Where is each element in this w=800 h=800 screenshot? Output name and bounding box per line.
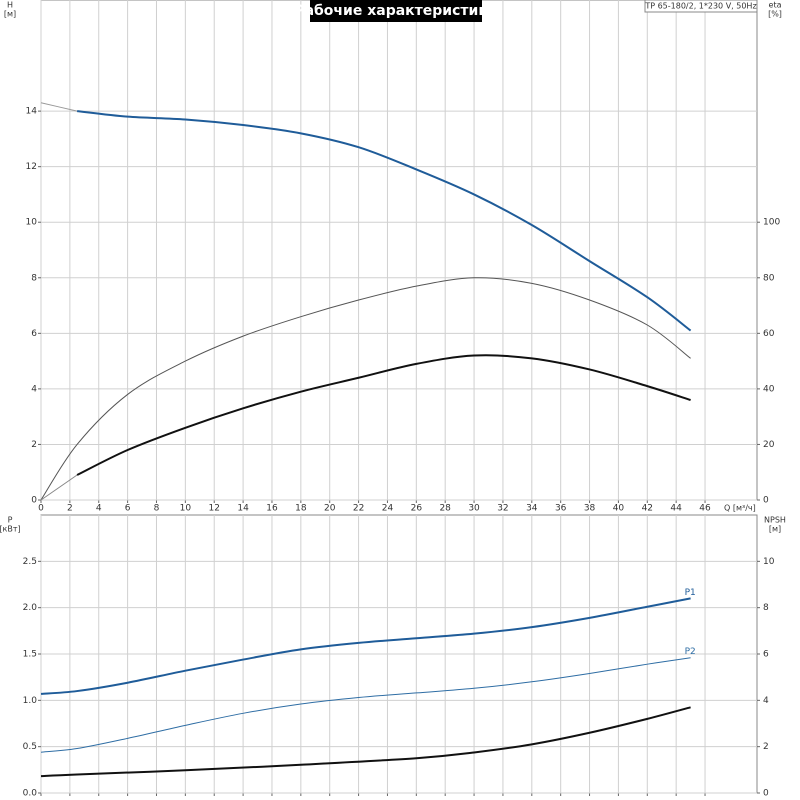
x-tick-label: 34 bbox=[526, 504, 538, 514]
x-tick-label: 42 bbox=[642, 504, 653, 514]
subtitle-box bbox=[644, 0, 758, 13]
y2-tick-label: 60 bbox=[763, 329, 775, 339]
x-tick-label: 32 bbox=[497, 504, 508, 514]
y2-tick-label: 80 bbox=[763, 273, 775, 283]
curve bbox=[40, 474, 78, 501]
y-tick-label: 2.5 bbox=[23, 557, 37, 567]
y-tick-label: 2.0 bbox=[23, 603, 38, 613]
curve bbox=[76, 110, 692, 332]
y2-tick-label: 4 bbox=[763, 696, 769, 706]
x-tick-label: 4 bbox=[96, 504, 102, 514]
y2-tick-label: 8 bbox=[763, 603, 769, 613]
x-tick-label: 8 bbox=[154, 504, 160, 514]
x-tick-label: 46 bbox=[699, 504, 711, 514]
chart-title: Рабочие характеристики bbox=[294, 3, 497, 19]
y2-axis-unit: [%] bbox=[768, 10, 782, 19]
y-axis-unit: [м] bbox=[4, 10, 16, 19]
y2-axis-label: eta bbox=[769, 1, 782, 10]
curve bbox=[40, 597, 691, 695]
x-tick-label: 38 bbox=[584, 504, 596, 514]
chart-subtitle: TP 65-180/2, 1*230 V, 50Hz bbox=[644, 2, 756, 11]
curve bbox=[40, 102, 78, 112]
y-tick-label: 14 bbox=[26, 107, 38, 117]
title-box bbox=[310, 0, 482, 22]
curve-label: P1 bbox=[685, 588, 696, 598]
y-tick-label: 0.0 bbox=[23, 789, 38, 799]
x-tick-label: 10 bbox=[180, 504, 192, 514]
y-tick-label: 2 bbox=[31, 440, 37, 450]
x-tick-label: 40 bbox=[613, 504, 625, 514]
curve bbox=[40, 657, 691, 753]
x-tick-label: 12 bbox=[208, 504, 219, 514]
x-tick-label: 44 bbox=[670, 504, 682, 514]
x-axis-label: Q [м³/ч] bbox=[724, 504, 756, 513]
y2-axis-label: NPSH bbox=[764, 516, 786, 525]
curve-label: P2 bbox=[685, 647, 696, 657]
y2-tick-label: 100 bbox=[763, 218, 780, 228]
grid-layer bbox=[38, 0, 760, 796]
x-tick-label: 18 bbox=[295, 504, 307, 514]
x-tick-label: 36 bbox=[555, 504, 567, 514]
y-tick-label: 1.5 bbox=[23, 650, 37, 660]
y-tick-label: 1.0 bbox=[23, 696, 38, 706]
x-tick-label: 6 bbox=[125, 504, 131, 514]
y-axis-label: H bbox=[7, 1, 13, 10]
y2-tick-label: 2 bbox=[763, 742, 769, 752]
x-tick-label: 24 bbox=[382, 504, 394, 514]
plot-frame bbox=[40, 0, 758, 501]
y2-tick-label: 40 bbox=[763, 384, 775, 394]
curve bbox=[40, 277, 691, 501]
x-tick-label: 30 bbox=[468, 504, 480, 514]
y-tick-label: 12 bbox=[26, 162, 37, 172]
y-tick-label: 0 bbox=[31, 496, 37, 506]
x-tick-label: 26 bbox=[411, 504, 423, 514]
curve bbox=[40, 706, 691, 778]
y-tick-label: 10 bbox=[26, 218, 38, 228]
y-axis-unit: [кВт] bbox=[0, 525, 21, 534]
x-tick-label: 2 bbox=[67, 504, 73, 514]
y-axis-label: P bbox=[8, 516, 13, 525]
y2-tick-label: 6 bbox=[763, 650, 769, 660]
x-tick-label: 28 bbox=[439, 504, 451, 514]
y-tick-label: 8 bbox=[31, 273, 37, 283]
x-tick-label: 14 bbox=[237, 504, 249, 514]
y2-tick-label: 0 bbox=[763, 496, 769, 506]
x-tick-label: 22 bbox=[353, 504, 364, 514]
curve-layer bbox=[40, 102, 692, 778]
y-tick-label: 0.5 bbox=[23, 742, 37, 752]
x-tick-label: 20 bbox=[324, 504, 336, 514]
y2-tick-label: 10 bbox=[763, 557, 775, 567]
y-tick-label: 6 bbox=[31, 329, 37, 339]
x-tick-label: 16 bbox=[266, 504, 278, 514]
y2-tick-label: 0 bbox=[763, 789, 769, 799]
x-tick-label: 0 bbox=[38, 504, 44, 514]
curve bbox=[76, 354, 691, 476]
y2-axis-unit: [м] bbox=[769, 525, 781, 534]
y-tick-label: 4 bbox=[31, 384, 37, 394]
y2-tick-label: 20 bbox=[763, 440, 775, 450]
